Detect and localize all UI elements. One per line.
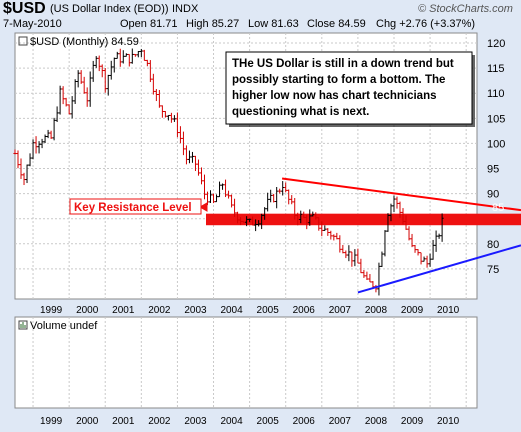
- change-value: Chg +2.76 (+3.37%): [376, 18, 475, 30]
- exchange-label: INDX: [172, 3, 199, 15]
- annotation-line-2: possibly starting to form a bottom. The: [232, 74, 445, 86]
- low-number: 81.63: [271, 18, 299, 30]
- annotation-line-4: questioning what is next.: [232, 106, 369, 118]
- annotation-line-3: higher low now has chart technicians: [232, 90, 436, 102]
- open-label: Open: [120, 18, 147, 30]
- close-number: 84.59: [338, 18, 366, 30]
- y-tick-label: 100: [487, 138, 505, 150]
- x-tick-label-bottom: 2010: [437, 416, 460, 427]
- y-tick-label: 95: [487, 164, 499, 176]
- volume-legend: Volume undef: [18, 320, 98, 332]
- price-legend: $USD (Monthly) 84.59: [18, 36, 139, 48]
- downtrend-line: [281, 177, 521, 212]
- x-tick-label-bottom: 2004: [220, 416, 243, 427]
- x-tick-label: 2008: [365, 305, 388, 316]
- high-value: High 85.27: [186, 18, 239, 30]
- x-tick-label-bottom: 2007: [329, 416, 352, 427]
- x-tick-label: 2004: [220, 305, 243, 316]
- close-label: Close: [307, 18, 336, 30]
- brand-logo[interactable]: © StockCharts.com: [418, 3, 513, 15]
- volume-legend-text: Volume undef: [30, 320, 98, 332]
- open-number: 81.71: [149, 18, 178, 30]
- volume-grid: [32, 317, 467, 408]
- x-tick-label: 2006: [293, 305, 316, 316]
- x-axis-ticks-bottom: 1999 2000 2001 2002 2003 2004 2005 2006 2007 2008…: [40, 416, 460, 427]
- open-value: Open 81.71: [120, 18, 178, 30]
- chg-label: Chg: [376, 18, 397, 30]
- y-tick-label: 120: [487, 38, 505, 50]
- x-tick-label: 2001: [112, 305, 135, 316]
- x-tick-label: 2009: [401, 305, 424, 316]
- x-tick-label-bottom: 1999: [40, 416, 63, 427]
- low-label: Low: [248, 18, 269, 30]
- x-tick-label: 2005: [257, 305, 280, 316]
- y-tick-label: 105: [487, 113, 505, 125]
- y-tick-label: 110: [487, 88, 505, 100]
- x-tick-label-bottom: 2002: [148, 416, 171, 427]
- high-number: 85.27: [211, 18, 240, 30]
- x-tick-label: 1999: [40, 305, 63, 316]
- x-tick-label-bottom: 2008: [365, 416, 388, 427]
- y-tick-label: 80: [487, 239, 499, 251]
- y-tick-label: 90: [487, 189, 499, 201]
- x-tick-label: 2002: [148, 305, 171, 316]
- annotation-box: THe US Dollar is still in a down trend b…: [225, 51, 475, 127]
- resistance-band: [206, 213, 521, 226]
- volume-panel: [14, 316, 478, 409]
- resistance-label: Key Resistance Level: [69, 198, 208, 215]
- y-axis-ticks: 75 80 8590 95 100 105 110 115 120: [487, 38, 505, 276]
- x-tick-label-bottom: 2001: [112, 416, 135, 427]
- resistance-label-text: Key Resistance Level: [74, 202, 192, 214]
- index-name: (US Dollar Index (EOD)): [50, 3, 169, 15]
- x-tick-label: 2003: [184, 305, 207, 316]
- x-tick-label: 2007: [329, 305, 352, 316]
- y-tick-label: 115: [487, 63, 505, 75]
- symbol-title: $USD: [3, 0, 46, 17]
- low-value: Low 81.63: [248, 18, 299, 30]
- close-value: Close 84.59: [307, 18, 366, 30]
- x-tick-label: 2010: [437, 305, 460, 316]
- x-tick-label-bottom: 2009: [401, 416, 424, 427]
- x-tick-label-bottom: 2000: [76, 416, 99, 427]
- high-label: High: [186, 18, 209, 30]
- x-tick-label-bottom: 2005: [257, 416, 280, 427]
- chg-number: +2.76 (+3.37%): [399, 18, 476, 30]
- legend-text: $USD (Monthly) 84.59: [30, 36, 139, 48]
- annotation-line-1: THe US Dollar is still in a down trend b…: [232, 58, 454, 70]
- x-tick-label: 2000: [76, 305, 99, 316]
- resistance-value-label: 85: [492, 202, 504, 214]
- x-tick-label-bottom: 2003: [184, 416, 207, 427]
- uptrend-line: [357, 244, 521, 294]
- x-axis-ticks-top: 1999 2000 2001 2002 2003 2004 2005 2006 2007 2008…: [40, 305, 460, 316]
- y-tick-label: 75: [487, 264, 499, 276]
- legend-swatch: [18, 36, 28, 46]
- volume-swatch: [18, 320, 28, 330]
- date-label: 7-May-2010: [3, 18, 62, 30]
- price-grid: [15, 33, 477, 299]
- price-bars: [13, 48, 444, 296]
- x-tick-label-bottom: 2006: [293, 416, 316, 427]
